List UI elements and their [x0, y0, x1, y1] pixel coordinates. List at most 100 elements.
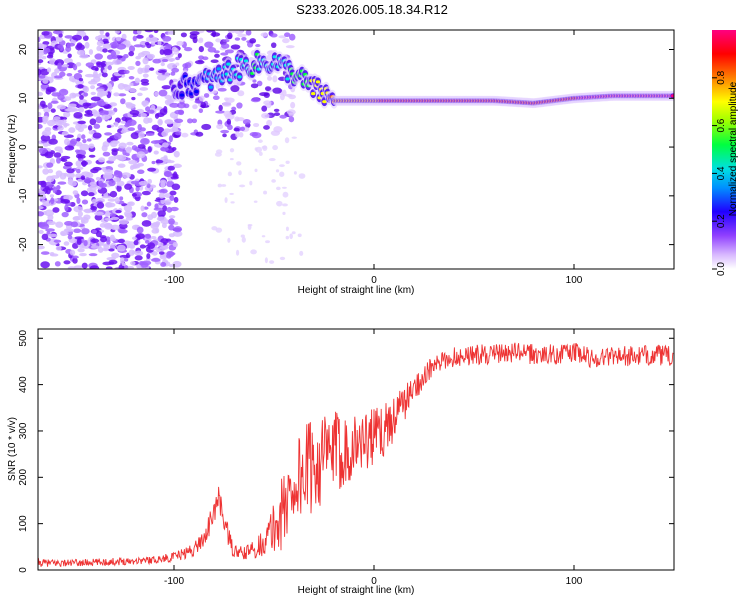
spectrogram-speckle: [288, 116, 295, 123]
spectrogram-speckle: [150, 258, 161, 262]
spectrogram-speckle: [75, 160, 83, 167]
spectrogram-speckle: [157, 210, 166, 218]
spectrogram-speckle: [84, 177, 91, 184]
spectrogram-speckle: [54, 68, 60, 74]
spectrogram-speckle: [289, 233, 293, 240]
spectrogram-speckle: [230, 44, 241, 50]
spectrogram-speckle: [106, 54, 113, 60]
spectrogram-speckle: [174, 118, 184, 124]
spectrogram-speckle: [96, 45, 102, 52]
spectrogram-speckle: [97, 34, 107, 39]
spectrogram-speckle: [157, 40, 162, 46]
spectrogram-speckle: [81, 199, 89, 205]
spectrogram-speckle: [235, 131, 240, 138]
spectrogram-speckle: [107, 109, 116, 116]
spectrogram-speckle: [230, 201, 235, 204]
spectrogram-speckle: [45, 228, 55, 232]
spectrogram-speckle: [109, 237, 117, 242]
spectrogram-speckle: [110, 50, 117, 57]
spectrogram-speckle: [84, 113, 94, 117]
spectrogram-speckle: [145, 132, 155, 137]
spectrogram-speckle: [109, 140, 118, 148]
spectrogram-speckle: [88, 143, 95, 149]
spectrogram-speckle: [42, 41, 50, 46]
colorbar-tick-label: 0.0: [716, 262, 727, 276]
spectrogram-speckle: [97, 246, 104, 253]
spectrogram-speckle: [293, 171, 297, 175]
spectrogram-x-label: Height of straight line (km): [298, 285, 415, 296]
spectrogram-speckle: [42, 129, 52, 137]
spectrogram-speckle: [128, 45, 136, 53]
spectrogram-speckle: [149, 67, 155, 71]
spectrogram-speckle: [63, 57, 73, 64]
spectrogram-speckle: [145, 233, 152, 239]
spectrogram-speckle: [83, 240, 88, 247]
spectrogram-speckle: [265, 240, 270, 244]
spectrogram-speckle: [105, 202, 116, 208]
spectrogram-speckle: [79, 54, 90, 59]
spectrogram-speckle: [89, 118, 97, 126]
spectrogram-speckle: [63, 138, 71, 146]
spectrogram-speckle: [168, 58, 174, 63]
spectrogram-speckle: [38, 123, 43, 129]
spectrogram-speckle: [282, 38, 290, 44]
spectrogram-speckle: [38, 59, 44, 64]
spectrogram-speckle: [64, 35, 73, 39]
spec-ytick-label: -10: [18, 188, 29, 203]
spectrogram-speckle: [137, 264, 142, 269]
spectrogram-speckle: [285, 235, 290, 240]
spectrogram-speckle: [95, 116, 103, 124]
spectrogram-speckle: [90, 205, 98, 211]
spectrogram-speckle: [255, 44, 261, 48]
spectrogram-speckle: [269, 260, 275, 264]
spectrogram-speckle: [160, 262, 167, 267]
spectrogram-speckle: [63, 228, 70, 232]
spectrogram-speckle: [139, 244, 146, 249]
spectrogram-speckle: [172, 241, 178, 248]
spectrogram-speckle: [171, 67, 180, 73]
spectrogram-speckle: [298, 173, 306, 179]
spectrogram-speckle: [64, 204, 69, 212]
spectrogram-speckle: [241, 36, 247, 41]
spectrogram-speckle: [92, 132, 102, 139]
spectrogram-ridge-core: [208, 85, 213, 89]
spectrogram-speckle: [205, 30, 214, 33]
spectrogram-speckle: [229, 192, 234, 196]
spectrogram-speckle: [76, 137, 81, 142]
spectrogram-speckle: [88, 154, 96, 158]
spectrogram-speckle: [276, 200, 283, 207]
spectrogram-speckle: [135, 233, 145, 240]
spectrogram-speckle: [75, 43, 85, 51]
spectrogram-speckle: [91, 229, 97, 234]
spectrogram-speckle: [297, 233, 302, 238]
spectrogram-speckle: [58, 33, 63, 38]
spectrogram-speckle: [52, 186, 58, 194]
spectrogram-ridge-core: [226, 62, 231, 66]
spectrogram-speckle: [114, 30, 121, 34]
spectrogram-speckle: [147, 109, 155, 114]
spectrogram-speckle: [77, 120, 86, 125]
spectrogram-speckle: [52, 30, 63, 35]
snr-ytick-label: 400: [18, 376, 29, 393]
spectrogram-speckle: [290, 101, 296, 109]
spectrogram-speckle: [198, 45, 204, 53]
spectrogram-speckle: [89, 102, 98, 107]
spectrogram-speckle: [76, 168, 81, 174]
spectrogram-speckle: [261, 105, 268, 112]
spectrogram-speckle: [168, 135, 173, 143]
spectrogram-speckle: [152, 58, 162, 64]
spectrogram-speckle: [82, 35, 89, 41]
spectrogram-speckle: [146, 201, 152, 207]
spectrogram-speckle: [111, 252, 120, 259]
spectrogram-speckle: [41, 31, 50, 36]
spectrogram-speckle: [72, 190, 79, 196]
spectrogram-speckle: [253, 122, 260, 128]
spectrogram-speckle: [150, 211, 157, 219]
spectrogram-speckle: [258, 151, 263, 156]
spectrogram-speckle: [63, 172, 68, 177]
spectrogram-speckle: [129, 82, 134, 87]
spectrogram-speckle: [163, 106, 168, 113]
spectrogram-speckle: [172, 163, 182, 168]
spectrogram-speckle: [53, 152, 62, 158]
spectrogram-speckle: [173, 226, 183, 233]
